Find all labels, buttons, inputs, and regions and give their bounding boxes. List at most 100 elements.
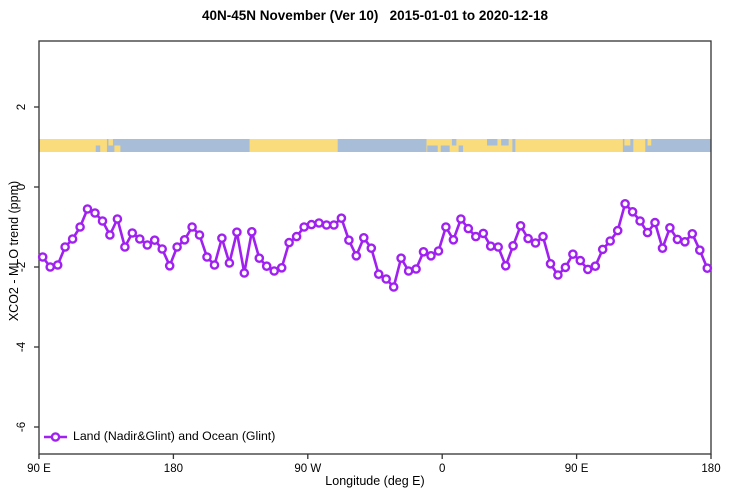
x-tick-label: 90 W [294,463,321,475]
series-marker [627,206,638,217]
series-marker [120,242,130,252]
map-band-detail [512,139,516,152]
series-marker [172,242,182,252]
series-marker [568,249,578,259]
map-band-detail [633,139,646,152]
series-marker [45,262,56,272]
series-marker [105,230,115,240]
series-marker [560,262,571,273]
map-band-detail [114,145,121,152]
series-marker [351,250,362,261]
series-marker [538,231,548,242]
series-marker [515,220,526,231]
map-band-detail [487,139,498,146]
series-marker [291,231,302,242]
map-band-detail [501,139,509,146]
series-marker [500,260,511,271]
series-marker [358,232,369,243]
map-band-land [249,139,338,152]
series-marker [642,227,653,238]
series-marker [239,268,250,278]
y-tick-label: -4 [16,341,28,352]
series-marker [149,235,160,245]
series-marker [403,266,414,276]
y-tick-label: -6 [16,422,28,432]
series-marker [246,226,257,237]
legend-marker [50,432,61,442]
y-tick-label: 0 [16,184,28,190]
map-band-detail [95,145,101,152]
series-marker [37,252,48,262]
series-marker [336,213,347,223]
series-marker [448,234,459,245]
series-marker [695,245,705,255]
x-tick-label: 90 E [565,463,589,475]
series-marker [485,241,496,251]
series-marker [493,242,504,252]
series-marker [60,242,70,252]
series-marker [90,208,100,218]
series-marker [321,220,332,230]
series-marker [672,234,683,245]
map-band-detail [108,139,113,146]
series-marker [433,246,444,256]
series-marker [650,217,660,228]
series-marker [441,222,451,232]
series-marker [463,223,474,234]
series-marker [373,269,384,280]
series-marker [396,253,406,264]
series-marker [276,262,287,273]
series-marker [82,204,93,214]
series-marker [680,236,690,247]
map-band-detail [440,145,450,152]
series-marker [179,234,190,245]
series-marker [470,231,481,242]
series-marker [590,261,601,272]
map-band-detail [451,139,457,146]
series-marker [217,233,227,243]
series-marker [657,243,668,253]
chart-title: 40N-45N November (Ver 10) 2015-01-01 to … [202,8,548,23]
map-band-detail [458,145,464,152]
y-tick-label: -2 [16,262,28,272]
series-marker [605,236,616,246]
map-band-land [39,139,107,152]
series-marker [478,228,489,239]
series-marker [67,234,78,244]
series-marker [583,264,593,275]
series-marker [665,222,675,233]
series-marker [232,227,242,237]
series-marker [418,246,429,257]
series-marker [209,260,220,270]
plot-border [38,40,712,455]
map-band-detail [647,139,652,146]
map-band-detail [427,145,438,152]
series-marker [127,228,138,238]
series-marker [284,237,294,248]
series-marker [575,255,586,266]
map-band-detail [624,139,631,146]
series-marker [620,198,630,209]
series-marker [269,266,280,276]
series-marker [530,238,541,248]
x-axis-title: Longitude (deg E) [325,474,425,488]
series-marker [164,260,175,271]
series-marker [426,250,436,261]
series-marker [314,218,324,228]
series-marker [508,240,518,251]
series-marker [597,244,608,255]
x-tick-label: 0 [439,463,445,475]
series-marker [224,258,235,268]
series-marker [523,233,533,244]
series-marker [187,222,197,232]
series-marker [254,253,265,264]
series-marker [299,222,309,232]
map-band-land [426,139,623,152]
series-marker [344,235,354,245]
series-marker [157,244,167,254]
series-marker [612,225,623,236]
series-marker [553,270,563,280]
series-marker [702,263,713,274]
